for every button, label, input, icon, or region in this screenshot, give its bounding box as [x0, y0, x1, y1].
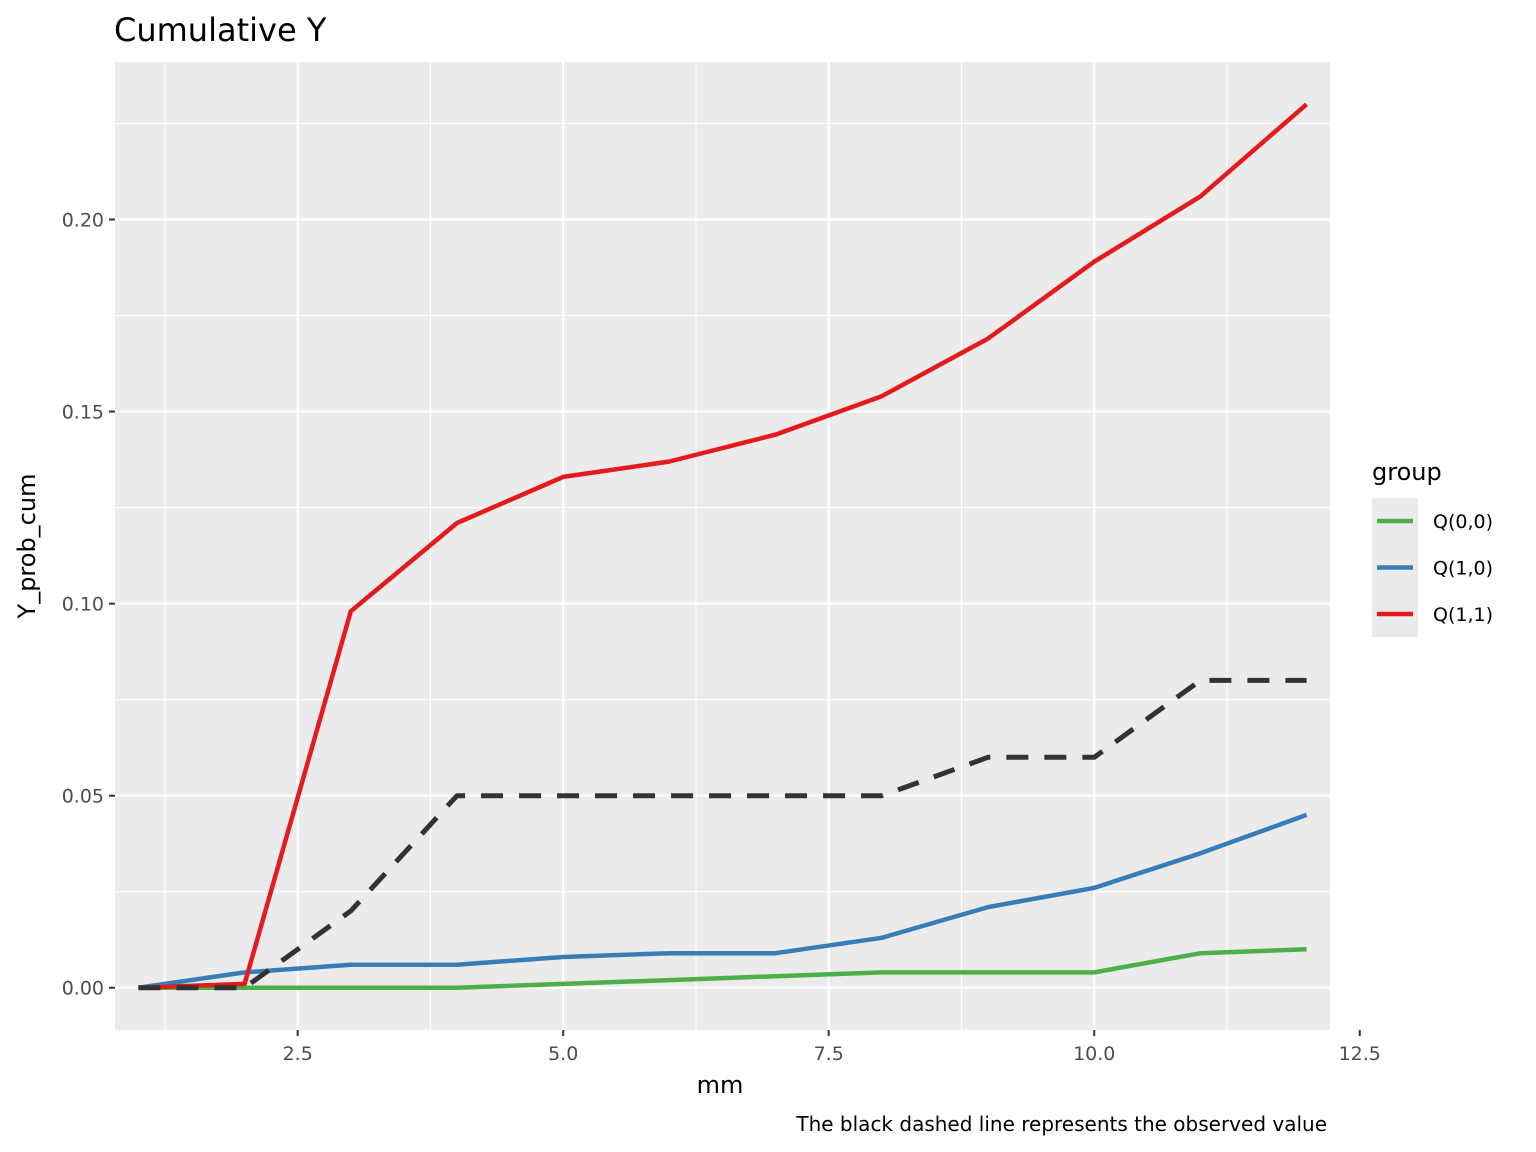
series-line-Q(1,0) [138, 812, 1308, 990]
series-lines [138, 102, 1309, 991]
observed-dashed-line [138, 677, 1307, 991]
chart-caption: The black dashed line represents the obs… [795, 1112, 1327, 1136]
y-axis-title: Y_prob_cum [13, 474, 41, 620]
legend-label-Q(0,0): Q(0,0) [1433, 511, 1493, 533]
y-axis-ticks: 0.00 0.05 0.10 0.15 0.20 [62, 209, 115, 1000]
minor-gridlines [115, 62, 1330, 1030]
y-tick-label: 0.20 [62, 209, 104, 231]
legend-label-Q(1,0): Q(1,0) [1433, 558, 1493, 580]
x-tick-label: 10.0 [1073, 1043, 1115, 1065]
x-tick-label: 5.0 [548, 1043, 578, 1065]
major-gridlines [115, 62, 1361, 1030]
x-tick-label: 12.5 [1339, 1043, 1381, 1065]
x-tick-label: 2.5 [283, 1043, 313, 1065]
legend-title: group [1372, 458, 1442, 486]
y-tick-label: 0.10 [62, 594, 104, 616]
plot-panel [115, 62, 1330, 1030]
x-axis-title: mm [697, 1071, 744, 1099]
series-line-Q(1,1) [138, 102, 1309, 990]
legend: group Q(0,0) Q(1,0) Q(1,1) [1372, 458, 1493, 637]
legend-label-Q(1,1): Q(1,1) [1433, 604, 1493, 626]
y-tick-label: 0.15 [62, 402, 104, 424]
y-tick-label: 0.00 [62, 978, 104, 1000]
y-tick-label: 0.05 [62, 786, 104, 808]
chart-title: Cumulative Y [114, 11, 327, 49]
series-line-Q(0,0) [138, 947, 1307, 990]
x-axis-ticks: 2.5 5.0 7.5 10.0 12.5 [283, 1030, 1381, 1065]
x-tick-label: 7.5 [814, 1043, 844, 1065]
